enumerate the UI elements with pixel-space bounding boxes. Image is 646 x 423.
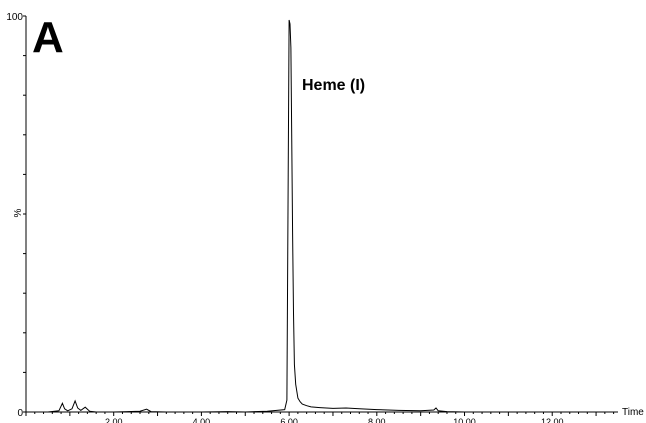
x-tick-label: 12.00 [541,417,564,423]
y-tick-label: 0 [17,408,23,419]
x-axis-label: Time [622,407,644,418]
x-tick-label: 8.00 [368,417,386,423]
x-tick-label: 10.00 [453,417,476,423]
x-tick-label: 4.00 [193,417,211,423]
x-tick-label: 2.00 [105,417,123,423]
x-tick-label: 6.00 [280,417,298,423]
y-tick-label: 100 [6,12,23,23]
chromatogram-trace [28,19,614,413]
panel-label: A [32,13,64,62]
peak-annotation: Heme (I) [302,77,365,94]
y-axis-label: % [13,208,24,217]
